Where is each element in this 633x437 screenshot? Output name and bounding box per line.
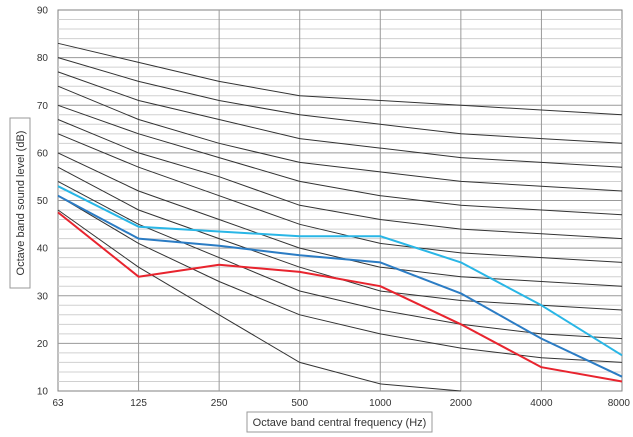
reference-curve-10 bbox=[57, 180, 623, 340]
x-tick-labels: 63 125 250 500 1000 2000 4000 8000 bbox=[52, 398, 630, 409]
x-tick-label: 1000 bbox=[369, 398, 392, 409]
x-axis-label: Octave band central frequency (Hz) bbox=[253, 417, 427, 429]
reference-curve-6 bbox=[57, 119, 623, 240]
reference-curve-2 bbox=[57, 57, 623, 144]
x-tick-label: 8000 bbox=[608, 398, 631, 409]
x-tick-label: 63 bbox=[52, 398, 64, 409]
reference-curve-7 bbox=[57, 133, 623, 263]
series-line-2 bbox=[57, 194, 623, 378]
data-series bbox=[57, 185, 623, 383]
y-tick-label: 40 bbox=[37, 244, 49, 255]
x-tick-label: 125 bbox=[130, 398, 147, 409]
y-tick-label: 80 bbox=[37, 53, 49, 64]
series-line-1 bbox=[57, 185, 623, 357]
x-tick-label: 250 bbox=[211, 398, 228, 409]
x-tick-label: 2000 bbox=[450, 398, 473, 409]
x-tick-label: 4000 bbox=[530, 398, 553, 409]
reference-curve-5 bbox=[57, 104, 623, 216]
x-axis-label-box bbox=[246, 411, 433, 433]
y-tick-label: 30 bbox=[37, 291, 49, 302]
y-tick-label: 10 bbox=[37, 387, 49, 398]
reference-curve-3 bbox=[57, 71, 623, 168]
y-tick-label: 50 bbox=[37, 196, 49, 207]
y-tick-label: 60 bbox=[37, 148, 49, 159]
reference-curve-11 bbox=[57, 195, 623, 363]
y-axis-label-box bbox=[9, 117, 31, 289]
reference-curve-4 bbox=[57, 85, 623, 192]
series-line-3 bbox=[57, 211, 623, 383]
y-tick-label: 20 bbox=[37, 339, 49, 350]
y-axis-label: Octave band sound level (dB) bbox=[15, 131, 27, 276]
grid-lines bbox=[58, 10, 622, 391]
y-tick-label: 70 bbox=[37, 101, 49, 112]
reference-curves bbox=[57, 42, 623, 392]
y-tick-labels: 10 20 30 40 50 60 70 80 90 bbox=[37, 6, 49, 398]
reference-curve-1 bbox=[57, 42, 623, 116]
x-tick-label: 500 bbox=[291, 398, 308, 409]
y-tick-label: 90 bbox=[37, 6, 49, 17]
reference-curve-12 bbox=[57, 209, 461, 392]
reference-curve-8 bbox=[57, 152, 623, 287]
